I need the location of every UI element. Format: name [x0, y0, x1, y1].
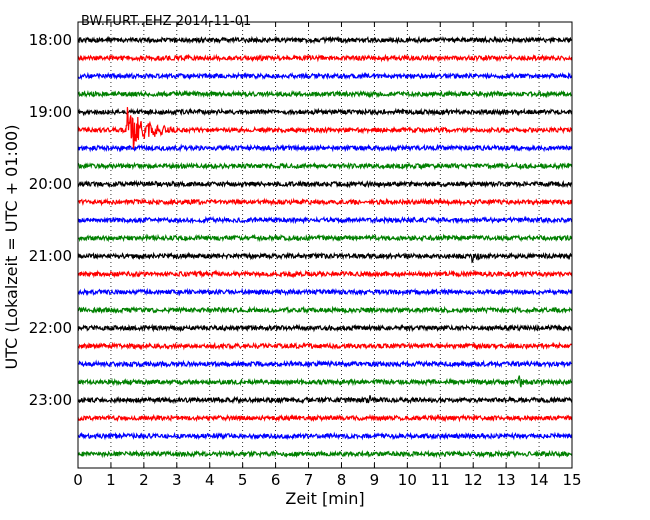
- trace-1845: [78, 89, 572, 99]
- trace-2315: [78, 413, 572, 423]
- trace-2200: [78, 323, 572, 333]
- trace-2145: [78, 305, 572, 315]
- x-tick-label: 6: [271, 471, 281, 489]
- x-tick-label: 10: [398, 471, 417, 489]
- y-tick-label: 20:00: [29, 175, 72, 193]
- seismic-traces: [78, 35, 572, 459]
- trace-2215: [78, 341, 572, 351]
- trace-1915: [78, 107, 572, 149]
- trace-2330: [78, 431, 572, 441]
- x-tick-label: 15: [562, 471, 581, 489]
- trace-1945: [78, 161, 572, 171]
- x-axis-label: Zeit [min]: [285, 489, 364, 508]
- y-tick-label: 22:00: [29, 319, 72, 337]
- trace-2100: [78, 251, 572, 264]
- trace-2015: [78, 197, 572, 207]
- trace-2300: [78, 395, 572, 405]
- x-tick-label: 0: [73, 471, 83, 489]
- trace-2230: [78, 359, 572, 369]
- x-tick-label: 11: [431, 471, 450, 489]
- plot-frame: [77, 21, 573, 469]
- trace-2115: [78, 269, 572, 279]
- trace-1815: [78, 53, 572, 63]
- y-tick-label: 19:00: [29, 103, 72, 121]
- trace-2345: [78, 449, 572, 459]
- x-tick-label: 3: [172, 471, 182, 489]
- x-tick-label: 8: [337, 471, 347, 489]
- y-tick-label: 21:00: [29, 247, 72, 265]
- trace-1930: [78, 143, 572, 153]
- trace-2045: [78, 233, 572, 243]
- y-tick-label: 18:00: [29, 31, 72, 49]
- x-tick-label: 2: [139, 471, 149, 489]
- x-tick-label: 1: [106, 471, 116, 489]
- x-tick-label: 9: [370, 471, 380, 489]
- trace-2130: [78, 287, 572, 297]
- x-tick-label: 5: [238, 471, 248, 489]
- trace-1900: [78, 107, 572, 117]
- y-axis-ticks: 18:00 19:00 20:00 21:00 22:00 23:00: [29, 31, 572, 409]
- x-tick-label: 13: [497, 471, 516, 489]
- x-tick-label: 7: [304, 471, 314, 489]
- trace-1830: [78, 71, 572, 81]
- x-tick-label: 12: [464, 471, 483, 489]
- trace-2000: [78, 179, 572, 189]
- trace-1800: [78, 35, 572, 45]
- y-tick-label: 23:00: [29, 391, 72, 409]
- x-axis-ticks: 0 1 2 3 4 5 6 7 8 9 10 11 12 13 14 15: [73, 22, 582, 489]
- trace-2030: [78, 215, 572, 225]
- x-tick-label: 4: [205, 471, 215, 489]
- x-tick-label: 14: [530, 471, 549, 489]
- trace-2245: [78, 375, 572, 388]
- y-axis-label: UTC (Lokalzeit = UTC + 01:00): [2, 125, 21, 370]
